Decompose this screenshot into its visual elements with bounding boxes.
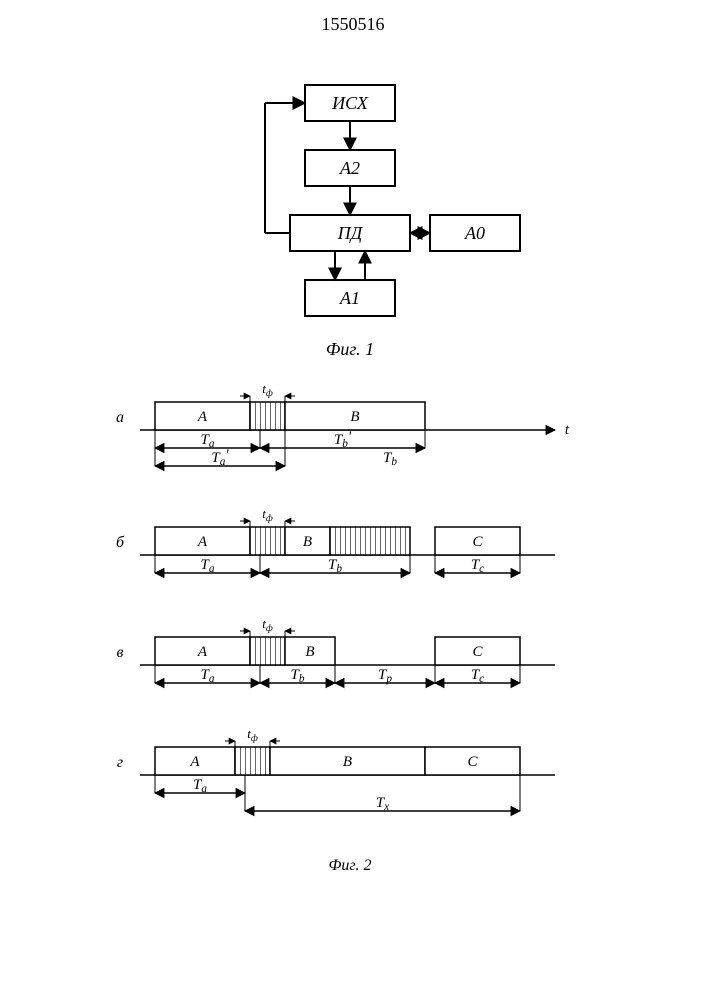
svg-text:Ta: Ta xyxy=(201,432,215,450)
svg-text:А2: А2 xyxy=(339,158,360,178)
svg-text:Tb': Tb' xyxy=(334,429,352,450)
svg-text:B: B xyxy=(303,534,312,550)
svg-text:tф: tф xyxy=(247,726,258,744)
svg-text:Ta: Ta xyxy=(193,777,207,795)
svg-text:tф: tф xyxy=(262,381,273,399)
figure-1-caption: Фиг. 1 xyxy=(326,339,374,359)
svg-text:B: B xyxy=(305,644,314,660)
figure-1: ИСХ А2 ПД А0 А1 xyxy=(265,85,520,316)
svg-text:B: B xyxy=(343,754,352,770)
svg-text:Tb: Tb xyxy=(383,450,397,468)
svg-text:Tc: Tc xyxy=(471,557,484,575)
svg-text:а: а xyxy=(116,409,124,426)
svg-text:б: б xyxy=(116,534,125,551)
svg-text:A: A xyxy=(197,409,208,425)
svg-text:t: t xyxy=(565,422,570,438)
svg-text:tф: tф xyxy=(262,616,273,634)
figure-2: а t Atф B Ta Tb' Ta' Tb б Atф B C Ta Tb Tc в Atф B C Ta Tb Tp… xyxy=(116,381,570,813)
svg-text:Tc: Tc xyxy=(471,667,484,685)
svg-text:Ta: Ta xyxy=(201,557,215,575)
svg-text:Tb: Tb xyxy=(291,667,305,685)
svg-text:C: C xyxy=(472,644,483,660)
svg-text:Ta': Ta' xyxy=(211,447,229,468)
svg-text:tф: tф xyxy=(262,506,273,524)
figure-2-caption: Фиг. 2 xyxy=(329,857,372,874)
page-number: 1550516 xyxy=(322,14,385,34)
svg-text:A: A xyxy=(189,754,200,770)
svg-text:Tb: Tb xyxy=(328,557,342,575)
svg-text:Tp: Tp xyxy=(378,667,392,685)
svg-text:C: C xyxy=(472,534,483,550)
svg-text:А0: А0 xyxy=(464,223,485,243)
svg-text:A: A xyxy=(197,644,208,660)
svg-text:B: B xyxy=(350,409,359,425)
svg-text:ПД: ПД xyxy=(337,223,364,243)
svg-text:C: C xyxy=(467,754,478,770)
svg-text:г: г xyxy=(117,754,123,771)
svg-text:в: в xyxy=(117,644,124,661)
svg-text:Ta: Ta xyxy=(201,667,215,685)
svg-text:Tx: Tx xyxy=(376,795,389,813)
svg-text:А1: А1 xyxy=(339,288,360,308)
svg-text:ИСХ: ИСХ xyxy=(331,93,369,113)
svg-text:A: A xyxy=(197,534,208,550)
